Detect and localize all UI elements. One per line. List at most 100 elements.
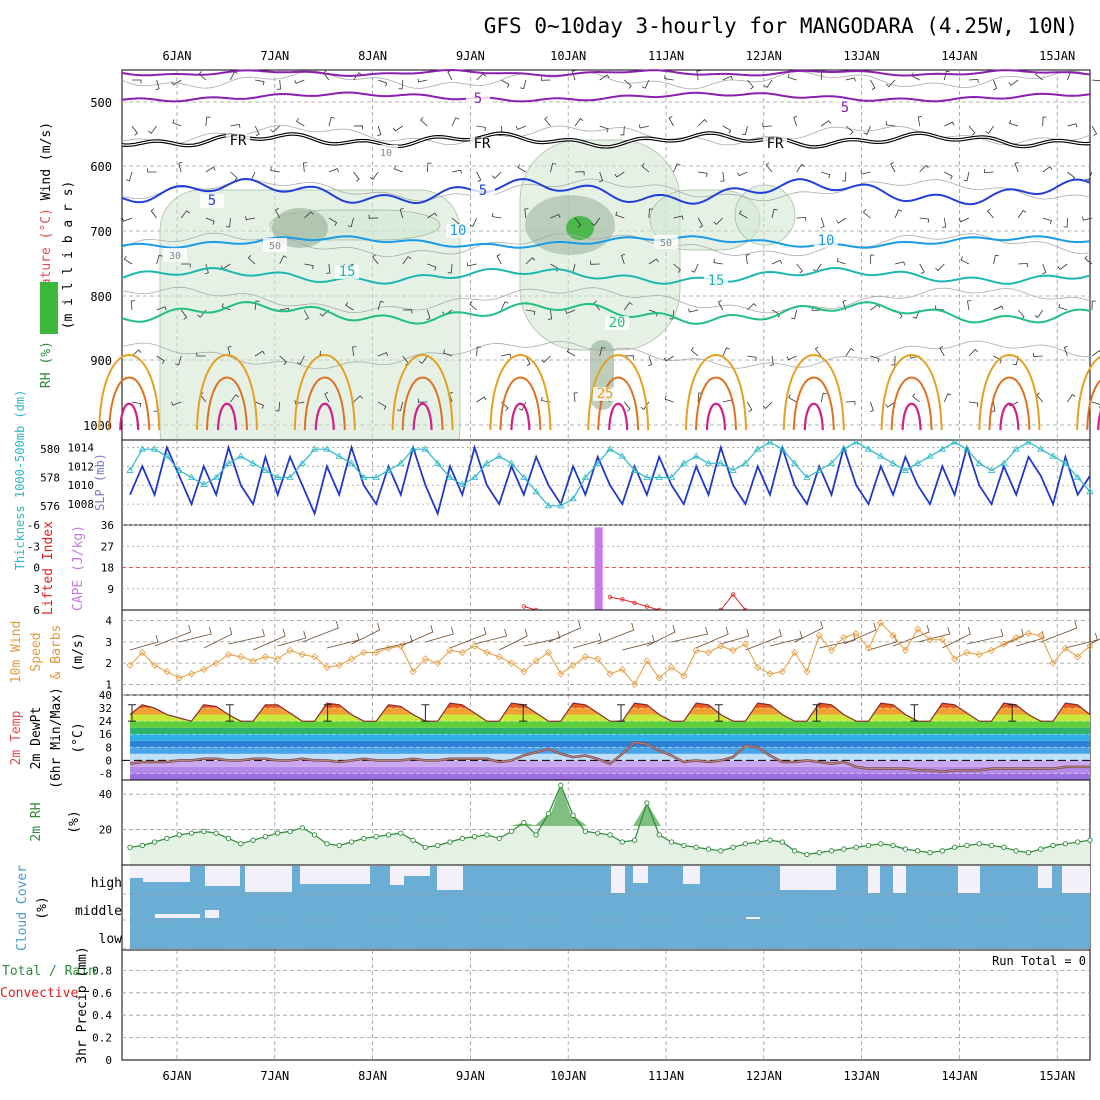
wind-barb bbox=[491, 212, 502, 219]
thickness-marker bbox=[717, 459, 725, 466]
wind-barb bbox=[917, 116, 922, 127]
temp2m-ylabel: 2m DewPt bbox=[29, 707, 44, 770]
wind-barb bbox=[392, 125, 403, 132]
thickness-marker bbox=[667, 473, 676, 480]
thickness-marker bbox=[618, 452, 627, 459]
wind-barb bbox=[254, 401, 264, 409]
pressure-tick: 1000 bbox=[83, 419, 112, 433]
wind-barb bbox=[353, 171, 360, 182]
wind-barb bbox=[919, 217, 930, 223]
freezing-level-inner bbox=[121, 132, 1091, 148]
isotherm-30-loop bbox=[792, 376, 835, 431]
rh-marker bbox=[361, 835, 367, 842]
thickness-marker bbox=[766, 438, 774, 445]
wind-barb bbox=[870, 355, 880, 363]
wind-barb-10m bbox=[523, 630, 561, 647]
wind-speed-marker bbox=[963, 648, 971, 657]
wind-barb bbox=[788, 394, 797, 403]
thickness-marker bbox=[470, 473, 479, 480]
wind-barb bbox=[540, 76, 551, 81]
wind-barb-10m bbox=[228, 628, 265, 645]
cloud-gap bbox=[300, 866, 370, 884]
thickness-marker bbox=[409, 445, 417, 452]
wind-barb bbox=[1009, 119, 1019, 127]
wind-barb bbox=[598, 171, 603, 183]
thickness-marker bbox=[237, 452, 245, 459]
thickness-marker bbox=[187, 473, 196, 480]
thickness-marker bbox=[372, 473, 380, 480]
rh-marker bbox=[988, 842, 995, 849]
wind-barb-10m bbox=[499, 628, 528, 651]
wind-barb bbox=[147, 168, 157, 173]
thickness-marker bbox=[150, 445, 159, 452]
rh-marker bbox=[644, 800, 650, 806]
wind-barb-10m bbox=[1016, 630, 1045, 647]
wind-barb bbox=[1091, 401, 1100, 409]
contour-label-bg bbox=[833, 101, 857, 115]
thickness-marker bbox=[1061, 459, 1070, 466]
wind-barb bbox=[476, 171, 482, 182]
wind-barb bbox=[353, 125, 364, 130]
rh-marker bbox=[1001, 844, 1007, 850]
thickness-marker bbox=[741, 459, 750, 466]
wind-barb bbox=[621, 253, 626, 265]
wind-barb-10m bbox=[449, 626, 487, 649]
rh-marker bbox=[841, 846, 847, 852]
rh-marker bbox=[631, 837, 638, 843]
wind10m-ylabel: (m/s) bbox=[71, 632, 86, 671]
wind-barb bbox=[204, 263, 209, 275]
wind-barb-10m bbox=[277, 630, 307, 647]
wind-barb bbox=[771, 259, 783, 265]
wind-barb bbox=[821, 120, 832, 127]
wind-barb-10m bbox=[474, 628, 508, 645]
wind-barb bbox=[796, 217, 807, 222]
rh-marker bbox=[385, 832, 392, 838]
isotherm-35-loop bbox=[705, 402, 727, 431]
wind-barb bbox=[304, 211, 314, 219]
isotherm-35-loop bbox=[1097, 411, 1100, 431]
wind-barb-10m bbox=[425, 626, 454, 643]
contour-label-bg bbox=[593, 387, 617, 401]
rh-marker bbox=[558, 782, 564, 788]
wind-barb-10m bbox=[179, 626, 212, 643]
thickness-marker bbox=[483, 459, 491, 466]
minmax-bar bbox=[519, 704, 528, 722]
rh-marker bbox=[1013, 848, 1019, 854]
wind-speed-marker bbox=[1049, 659, 1057, 667]
wind-barb-10m bbox=[1040, 620, 1078, 643]
wind-barb bbox=[885, 121, 896, 127]
wind-barb bbox=[841, 171, 847, 182]
wind-barb bbox=[623, 302, 633, 311]
isotherm-25-loop bbox=[98, 354, 161, 431]
wind-barb bbox=[377, 125, 382, 137]
wind-speed-line bbox=[129, 621, 1091, 686]
wind10m-ylabel: Speed bbox=[29, 632, 44, 671]
wind-speed-marker bbox=[187, 670, 196, 678]
rh-marker bbox=[890, 842, 896, 849]
wind-barb bbox=[668, 116, 674, 127]
wind-speed-marker bbox=[951, 655, 959, 663]
bottom-day-label: 12JAN bbox=[746, 1069, 782, 1083]
wind-barb bbox=[869, 401, 874, 413]
wind-barb bbox=[175, 355, 182, 366]
wind-speed-marker bbox=[741, 640, 749, 648]
cape-tick: 18 bbox=[101, 562, 114, 575]
rh-marker bbox=[545, 810, 552, 817]
thickness-marker bbox=[852, 438, 860, 445]
rh-marker bbox=[927, 849, 933, 856]
wind-barb bbox=[255, 79, 265, 86]
wind10m-ylabel: & Barbs bbox=[49, 625, 64, 680]
slp-line bbox=[129, 444, 1091, 517]
rh-marker bbox=[915, 848, 921, 854]
isotherm-35-loop bbox=[314, 402, 335, 431]
wind-barb bbox=[1033, 352, 1043, 358]
wind-barb bbox=[254, 350, 265, 357]
wind-barb bbox=[967, 300, 972, 311]
isotherm-30-loop bbox=[1086, 379, 1100, 431]
rh-marker bbox=[1087, 837, 1093, 843]
run-total: Run Total = 0 bbox=[992, 954, 1086, 968]
wind-barb bbox=[571, 69, 576, 81]
wind-barb bbox=[599, 74, 610, 81]
wind-barb bbox=[393, 165, 403, 173]
wind-barb bbox=[205, 217, 215, 225]
